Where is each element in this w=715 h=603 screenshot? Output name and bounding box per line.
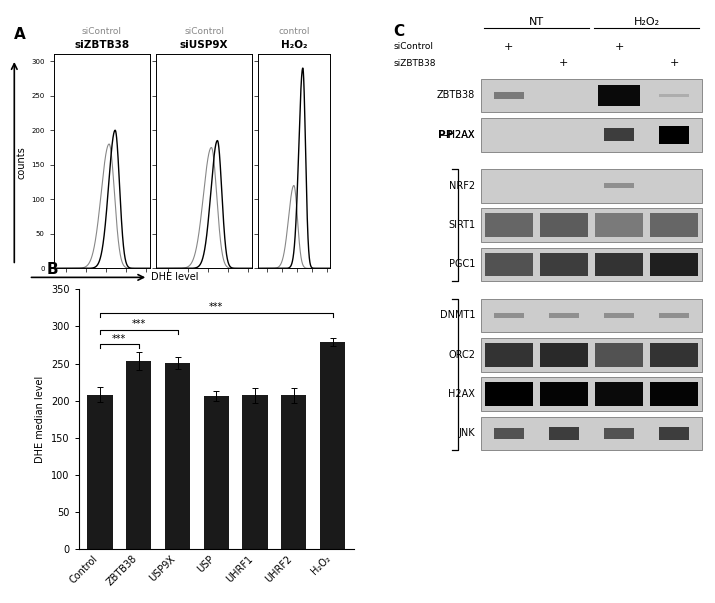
- Text: ***: ***: [132, 320, 146, 329]
- Text: JNK: JNK: [458, 429, 475, 438]
- Text: NT: NT: [529, 16, 544, 27]
- Y-axis label: DHE median level: DHE median level: [36, 376, 46, 463]
- Bar: [659, 94, 689, 97]
- Bar: [204, 396, 229, 549]
- Bar: [549, 427, 579, 440]
- Text: -H2AX: -H2AX: [445, 130, 475, 140]
- Bar: [481, 78, 701, 112]
- Bar: [481, 118, 701, 151]
- Text: siControl: siControl: [393, 42, 433, 51]
- Text: siControl: siControl: [82, 27, 122, 36]
- Text: siZBTB38: siZBTB38: [74, 40, 129, 50]
- Bar: [494, 92, 524, 99]
- Text: +: +: [669, 58, 679, 68]
- Text: PGC1: PGC1: [449, 259, 475, 270]
- Text: P: P: [438, 130, 445, 140]
- Text: B: B: [46, 262, 58, 277]
- Bar: [540, 253, 588, 276]
- Text: H₂O₂: H₂O₂: [633, 16, 659, 27]
- Bar: [650, 343, 699, 367]
- Bar: [165, 363, 190, 549]
- Text: DHE level: DHE level: [152, 273, 199, 282]
- Text: siUSP9X: siUSP9X: [180, 40, 228, 50]
- Bar: [659, 125, 689, 144]
- Bar: [494, 428, 524, 439]
- Text: ***: ***: [112, 333, 127, 344]
- Bar: [481, 248, 701, 281]
- Bar: [595, 213, 644, 237]
- Bar: [485, 253, 533, 276]
- Bar: [604, 428, 634, 439]
- Bar: [320, 342, 345, 549]
- Text: DNMT1: DNMT1: [440, 311, 475, 320]
- Bar: [540, 343, 588, 367]
- Bar: [494, 312, 524, 318]
- Bar: [481, 377, 701, 411]
- Text: +: +: [614, 42, 623, 52]
- Bar: [481, 298, 701, 332]
- Text: counts: counts: [16, 147, 26, 179]
- Bar: [650, 382, 699, 406]
- Text: H₂O₂: H₂O₂: [280, 40, 307, 50]
- Bar: [87, 394, 112, 549]
- Bar: [595, 343, 644, 367]
- Bar: [481, 338, 701, 371]
- Text: siZBTB38: siZBTB38: [393, 58, 435, 68]
- Text: ORC2: ORC2: [448, 350, 475, 360]
- Bar: [126, 361, 152, 549]
- Bar: [604, 183, 634, 189]
- Text: NRF2: NRF2: [449, 181, 475, 191]
- Bar: [549, 312, 579, 318]
- Text: SIRT1: SIRT1: [448, 220, 475, 230]
- Bar: [481, 169, 701, 203]
- Text: —H2AX: —H2AX: [438, 130, 475, 140]
- Bar: [540, 213, 588, 237]
- Bar: [281, 396, 307, 549]
- Text: ZBTB38: ZBTB38: [437, 90, 475, 101]
- Bar: [485, 213, 533, 237]
- Bar: [604, 312, 634, 318]
- Text: ***: ***: [209, 303, 223, 312]
- Bar: [485, 343, 533, 367]
- Bar: [595, 253, 644, 276]
- Text: control: control: [278, 27, 310, 36]
- Text: siControl: siControl: [184, 27, 224, 36]
- Bar: [540, 382, 588, 406]
- Bar: [659, 312, 689, 318]
- Text: +: +: [504, 42, 513, 52]
- Bar: [481, 417, 701, 450]
- Bar: [481, 208, 701, 242]
- Text: P: P: [445, 130, 453, 140]
- Bar: [598, 84, 640, 106]
- Bar: [242, 396, 267, 549]
- Text: C: C: [393, 24, 405, 39]
- Bar: [604, 128, 634, 141]
- Bar: [485, 382, 533, 406]
- Bar: [650, 213, 699, 237]
- Text: A: A: [14, 27, 26, 42]
- Bar: [659, 427, 689, 440]
- Text: H2AX: H2AX: [448, 389, 475, 399]
- Text: +: +: [559, 58, 568, 68]
- Bar: [595, 382, 644, 406]
- Bar: [650, 253, 699, 276]
